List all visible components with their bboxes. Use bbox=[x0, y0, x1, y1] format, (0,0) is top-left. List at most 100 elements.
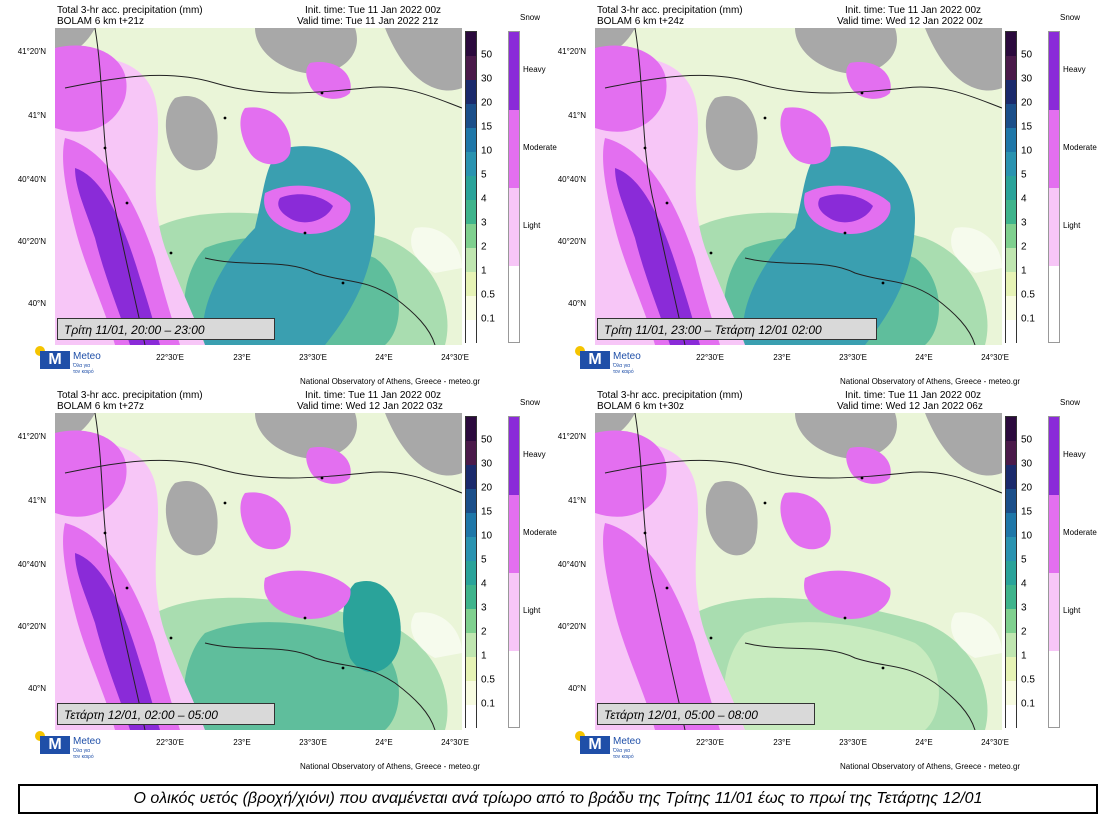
rain-colorbar-segment bbox=[466, 417, 476, 442]
rain-colorbar-segment bbox=[466, 56, 476, 81]
rain-scale-label: 1 bbox=[1021, 650, 1027, 662]
rain-scale-label: 20 bbox=[481, 97, 493, 109]
rain-colorbar-segment bbox=[1006, 200, 1016, 225]
latitude-label: 40°20'N bbox=[557, 622, 586, 631]
snow-scale-label: Light bbox=[1063, 606, 1081, 615]
rain-scale-label: 0.5 bbox=[481, 674, 495, 686]
snow-colorbar-segment bbox=[509, 417, 519, 495]
rain-colorbar-segment bbox=[466, 224, 476, 249]
snow-scale-label: Light bbox=[1063, 221, 1081, 230]
latitude-label: 41°N bbox=[568, 111, 586, 120]
snow-scale-label: Moderate bbox=[1063, 528, 1097, 537]
rain-scale-label: 1 bbox=[481, 650, 487, 662]
rain-scale-label: 4 bbox=[481, 193, 487, 205]
m-mark-icon: M bbox=[40, 736, 70, 754]
snow-scale-label: Heavy bbox=[523, 65, 546, 74]
latitude-label: 41°20'N bbox=[17, 47, 46, 56]
longitude-label: 23°E bbox=[773, 738, 791, 747]
rain-colorbar-segment bbox=[466, 296, 476, 321]
longitude-label: 24°E bbox=[915, 738, 933, 747]
rain-scale-label: 2 bbox=[1021, 626, 1027, 638]
rain-colorbar-segment bbox=[466, 441, 476, 466]
snow-scale-label: Moderate bbox=[523, 143, 557, 152]
rain-colorbar-segment bbox=[1006, 609, 1016, 634]
rain-colorbar-segment bbox=[1006, 272, 1016, 297]
map-panel: Total 3-hr acc. precipitation (mm) BOLAM … bbox=[0, 0, 557, 386]
valid-time: Valid time: Tue 11 Jan 2022 21z bbox=[297, 16, 439, 27]
rain-scale-label: 5 bbox=[481, 169, 487, 181]
rain-scale-label: 15 bbox=[481, 506, 493, 518]
snow-colorbar bbox=[508, 416, 520, 728]
rain-colorbar-segment bbox=[1006, 633, 1016, 658]
rain-scale-label: 1 bbox=[481, 265, 487, 277]
rain-colorbar-segment bbox=[1006, 561, 1016, 586]
longitude-label: 23°30'E bbox=[299, 738, 327, 747]
rain-colorbar-segment bbox=[466, 705, 476, 729]
latitude-label: 40°N bbox=[568, 684, 586, 693]
longitude-label: 23°30'E bbox=[299, 353, 327, 362]
rain-colorbar-segment bbox=[466, 32, 476, 57]
time-window-caption: Τρίτη 11/01, 20:00 – 23:00 bbox=[57, 318, 275, 340]
latitude-label: 40°20'N bbox=[17, 237, 46, 246]
map-title: Total 3-hr acc. precipitation (mm) bbox=[57, 5, 203, 16]
meteo-logo: M Meteo Όλα για τον καιρό bbox=[575, 346, 665, 375]
latitude-label: 41°N bbox=[28, 496, 46, 505]
rain-colorbar-segment bbox=[1006, 657, 1016, 682]
rain-colorbar bbox=[465, 416, 477, 729]
snow-colorbar-segment bbox=[509, 188, 519, 266]
rain-colorbar-segment bbox=[1006, 56, 1016, 81]
valid-time: Valid time: Wed 12 Jan 2022 00z bbox=[837, 16, 983, 27]
valid-time: Valid time: Wed 12 Jan 2022 06z bbox=[837, 401, 983, 412]
longitude-label: 24°30'E bbox=[441, 353, 469, 362]
rain-scale-label: 2 bbox=[1021, 241, 1027, 253]
rain-colorbar-segment bbox=[466, 152, 476, 177]
longitude-label: 23°30'E bbox=[839, 738, 867, 747]
snow-scale-label: Light bbox=[523, 606, 541, 615]
longitude-label: 22°30'E bbox=[156, 738, 184, 747]
map-title: Total 3-hr acc. precipitation (mm) bbox=[597, 5, 743, 16]
rain-scale-label: 30 bbox=[481, 73, 493, 85]
rain-colorbar-segment bbox=[466, 489, 476, 514]
latitude-label: 41°20'N bbox=[557, 47, 586, 56]
latitude-label: 40°20'N bbox=[557, 237, 586, 246]
logo-tagline: Όλα για τον καιρό bbox=[613, 748, 634, 760]
logo-tagline: Όλα για τον καιρό bbox=[73, 363, 94, 375]
init-time: Init. time: Tue 11 Jan 2022 00z bbox=[845, 5, 982, 16]
rain-colorbar-segment bbox=[466, 176, 476, 201]
rain-scale-label: 0.5 bbox=[1021, 289, 1035, 301]
rain-colorbar-segment bbox=[466, 561, 476, 586]
m-mark-icon: M bbox=[40, 351, 70, 369]
source-credit: National Observatory of Athens, Greece -… bbox=[840, 762, 1021, 771]
rain-colorbar-segment bbox=[466, 128, 476, 153]
longitude-label: 24°E bbox=[375, 738, 393, 747]
rain-scale-label: 1 bbox=[1021, 265, 1027, 277]
snow-scale-label: Moderate bbox=[523, 528, 557, 537]
logo-tagline: Όλα για τον καιρό bbox=[613, 363, 634, 375]
precipitation-map bbox=[595, 28, 1002, 345]
snow-scale-label: Light bbox=[523, 221, 541, 230]
longitude-label: 22°30'E bbox=[696, 738, 724, 747]
snow-colorbar-segment bbox=[509, 495, 519, 573]
valid-time: Valid time: Wed 12 Jan 2022 03z bbox=[297, 401, 443, 412]
rain-scale-label: 20 bbox=[481, 482, 493, 494]
rain-scale-label: 10 bbox=[1021, 530, 1033, 542]
latitude-label: 40°20'N bbox=[17, 622, 46, 631]
snow-colorbar-segment bbox=[509, 110, 519, 188]
rain-scale-label: 50 bbox=[1021, 434, 1033, 446]
init-time: Init. time: Tue 11 Jan 2022 00z bbox=[305, 5, 442, 16]
source-credit: National Observatory of Athens, Greece -… bbox=[840, 377, 1021, 386]
rain-colorbar-segment bbox=[1006, 320, 1016, 344]
rain-scale-label: 10 bbox=[481, 145, 493, 157]
rain-colorbar-segment bbox=[1006, 681, 1016, 706]
rain-scale-label: 3 bbox=[481, 602, 487, 614]
rain-colorbar-segment bbox=[466, 657, 476, 682]
rain-scale-label: 3 bbox=[1021, 217, 1027, 229]
meteo-logo: M Meteo Όλα για τον καιρό bbox=[35, 731, 125, 760]
rain-colorbar-segment bbox=[1006, 128, 1016, 153]
rain-scale-label: 50 bbox=[481, 434, 493, 446]
figure-caption: Ο ολικός υετός (βροχή/χιόνι) που αναμένε… bbox=[18, 784, 1098, 814]
latitude-label: 40°N bbox=[28, 684, 46, 693]
init-time: Init. time: Tue 11 Jan 2022 00z bbox=[845, 390, 982, 401]
snow-colorbar-segment bbox=[1049, 32, 1059, 110]
rain-colorbar-segment bbox=[1006, 32, 1016, 57]
